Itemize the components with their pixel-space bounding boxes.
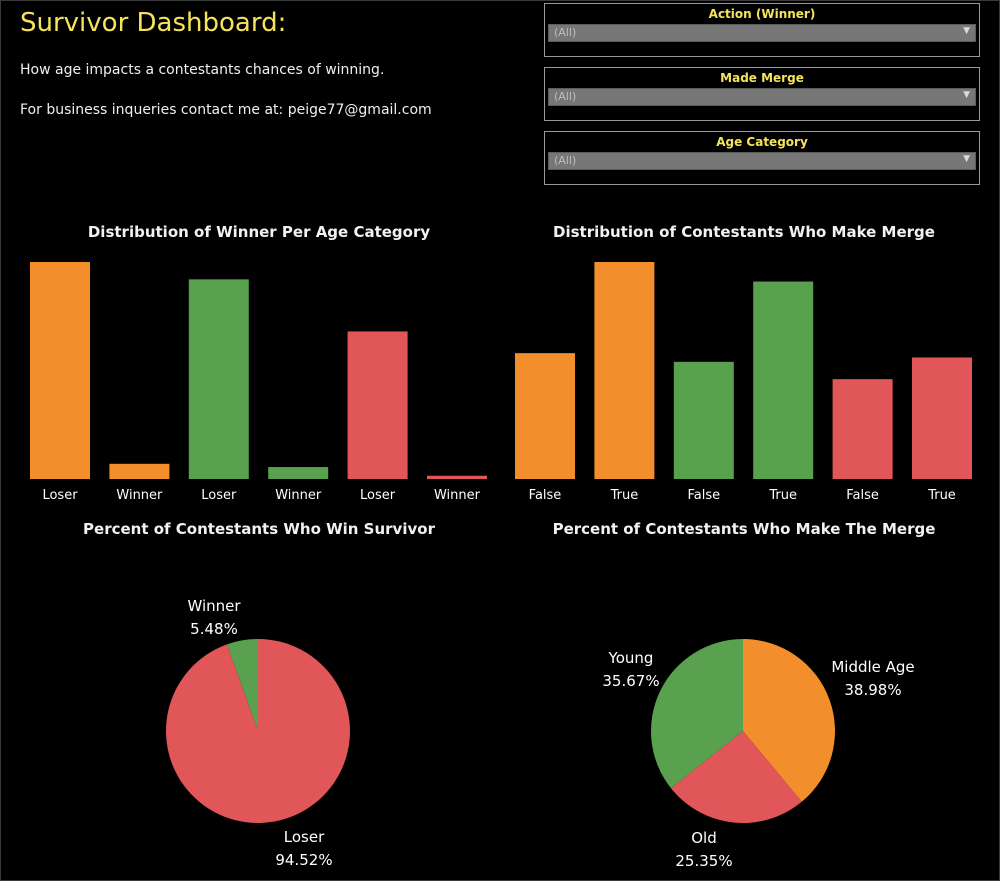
pie-slice-3-1[interactable]	[670, 731, 802, 823]
bar-1-0[interactable]	[515, 353, 575, 479]
chevron-down-icon[interactable]: ▼	[963, 154, 970, 164]
bar-0-3[interactable]	[268, 467, 329, 479]
bar-label-1-2: False	[687, 488, 720, 503]
pie-value-3-1: 25.35%	[675, 852, 732, 870]
merge-percent-title: Percent of Contestants Who Make The Merg…	[552, 520, 936, 538]
bar-label-0-0: Loser	[42, 488, 78, 503]
pie-slice-3-2[interactable]	[650, 639, 743, 789]
pie-label-3-0: Middle Age	[831, 658, 914, 676]
bar-label-1-1: True	[610, 488, 639, 503]
bar-0-0[interactable]	[30, 262, 90, 479]
filter-label: Age Category	[716, 135, 808, 149]
filter-age-category: Age Category (All) ▼	[544, 131, 980, 185]
bar-label-0-5: Winner	[434, 488, 481, 503]
pie-value-3-2: 35.67%	[602, 672, 659, 690]
filter-action-winner-dropdown[interactable]: (All) ▼	[548, 24, 976, 42]
bar-0-5[interactable]	[427, 475, 487, 479]
filter-value: (All)	[554, 154, 577, 167]
dashboard-subtitle: How age impacts a contestants chances of…	[20, 62, 385, 78]
bar-0-4[interactable]	[347, 331, 408, 479]
bar-1-5[interactable]	[912, 357, 972, 479]
pie-value-2-1: 94.52%	[275, 851, 332, 869]
chevron-down-icon[interactable]: ▼	[963, 26, 970, 36]
pie-value-2-0: 5.48%	[190, 620, 238, 638]
pie-value-3-0: 38.98%	[844, 681, 901, 699]
pie-slice-2-0[interactable]	[226, 639, 258, 731]
pie-slice-2-1[interactable]	[165, 639, 350, 823]
bar-label-0-3: Winner	[275, 488, 322, 503]
bar-1-2[interactable]	[673, 361, 734, 479]
pie-slice-3-0[interactable]	[743, 639, 835, 802]
filter-label: Made Merge	[720, 71, 804, 85]
bar-1-4[interactable]	[832, 379, 893, 479]
merge-distribution-title: Distribution of Contestants Who Make Mer…	[553, 223, 935, 241]
pie-label-2-0: Winner	[187, 597, 241, 615]
bar-label-1-5: True	[927, 488, 956, 503]
bar-label-1-4: False	[846, 488, 879, 503]
pie-label-3-2: Young	[608, 649, 654, 667]
bar-label-1-0: False	[529, 488, 562, 503]
filter-label: Action (Winner)	[708, 7, 816, 21]
bar-label-0-1: Winner	[116, 488, 163, 503]
filter-value: (All)	[554, 90, 577, 103]
filter-action-winner: Action (Winner) (All) ▼	[544, 3, 980, 57]
chevron-down-icon[interactable]: ▼	[963, 90, 970, 100]
filter-value: (All)	[554, 26, 577, 39]
filter-made-merge-dropdown[interactable]: (All) ▼	[548, 88, 976, 106]
pie-label-3-1: Old	[691, 829, 717, 847]
win-percent-title: Percent of Contestants Who Win Survivor	[83, 520, 435, 538]
bar-1-1[interactable]	[594, 262, 655, 479]
bar-label-0-4: Loser	[360, 488, 396, 503]
dashboard-title: Survivor Dashboard:	[20, 8, 287, 38]
filter-made-merge: Made Merge (All) ▼	[544, 67, 980, 121]
winner-distribution-title: Distribution of Winner Per Age Category	[87, 223, 431, 241]
contact-text: For business inqueries contact me at: pe…	[20, 102, 432, 118]
filter-age-category-dropdown[interactable]: (All) ▼	[548, 152, 976, 170]
bar-label-1-3: True	[768, 488, 797, 503]
bar-1-3[interactable]	[753, 281, 814, 479]
pie-label-2-1: Loser	[284, 828, 325, 846]
bar-label-0-2: Loser	[201, 488, 237, 503]
bar-0-2[interactable]	[188, 279, 249, 479]
bar-0-1[interactable]	[109, 463, 170, 479]
